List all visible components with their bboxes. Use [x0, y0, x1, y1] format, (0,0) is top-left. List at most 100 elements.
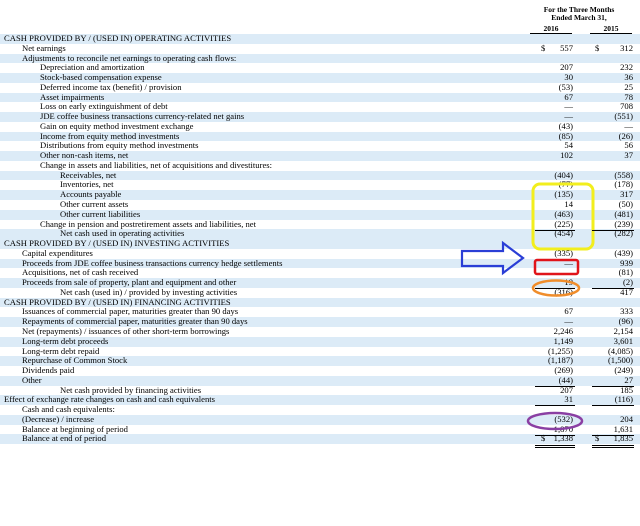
row-label: JDE coffee business transactions currenc… [40, 111, 245, 122]
row-label: Net cash used in operating activities [60, 228, 185, 239]
row-label: Other current liabilities [60, 208, 141, 219]
value-2015: (558) [614, 169, 633, 180]
value-2015: (481) [614, 208, 633, 219]
statement-row: JDE coffee business transactions currenc… [0, 111, 640, 122]
value-2016: (1,255) [547, 345, 573, 356]
statement-row: Balance at end of period $ $1,338 1,835 [0, 433, 640, 445]
value-2016: (44) [558, 374, 573, 385]
currency-dollar-sign: $ [541, 433, 546, 444]
statement-row: Gain on equity method investment exchang… [0, 120, 640, 132]
row-label: Distributions from equity method investm… [40, 140, 199, 151]
statement-row: Deferred income tax (benefit) / provisio… [0, 81, 640, 93]
statement-row: Capital expenditures (335) (439) [0, 247, 640, 259]
subtotal-rule [592, 288, 634, 290]
subtotal-rule [592, 386, 634, 388]
row-label: Issuances of commercial paper, maturitie… [22, 306, 239, 317]
value-2015: (178) [614, 179, 633, 190]
value-2015: (81) [618, 267, 633, 278]
value-2015: (96) [618, 316, 633, 327]
value-2015: 56 [624, 140, 633, 151]
row-label: Repayments of commercial paper, maturiti… [22, 316, 248, 327]
row-label: Cash and cash equivalents: [22, 404, 115, 415]
value-2015: 78 [624, 91, 633, 102]
row-label: Repurchase of Common Stock [22, 355, 128, 366]
row-label: Long-term debt proceeds [22, 335, 109, 346]
subtotal-rule [592, 405, 634, 407]
statement-row: Dividends paid (269) (249) [0, 365, 640, 376]
statement-row: Change in assets and liabilities, net of… [0, 160, 640, 171]
value-2016: 557 [560, 42, 573, 53]
statement-row: CASH PROVIDED BY / (USED IN) FINANCING A… [0, 297, 640, 308]
value-2015: (249) [614, 365, 633, 376]
statement-row: Cash and cash equivalents: [0, 404, 640, 415]
value-2016: — [564, 101, 573, 112]
row-label: Effect of exchange rate changes on cash … [4, 394, 216, 405]
value-2015: 27 [624, 374, 633, 385]
value-2015: 204 [620, 413, 633, 424]
statement-row: Income from equity method investments (85… [0, 130, 640, 142]
value-2015: 1,631 [613, 423, 633, 434]
statement-row: Stock-based compensation expense 30 36 [0, 72, 640, 83]
row-label: (Decrease) / increase [22, 413, 95, 424]
row-label: Deferred income tax (benefit) / provisio… [40, 81, 182, 92]
value-2015: 317 [620, 189, 633, 200]
row-label: Acquisitions, net of cash received [22, 267, 139, 278]
value-2015: (2) [622, 277, 633, 288]
value-2016: (404) [554, 169, 573, 180]
value-2015: 1,835 [613, 433, 633, 444]
value-2015: 417 [620, 286, 633, 297]
period-header-line1: For the Three Months [543, 5, 615, 14]
row-label: Other [22, 374, 42, 385]
row-label: Long-term debt repaid [22, 345, 100, 356]
statement-row: Long-term debt proceeds 1,149 3,601 [0, 335, 640, 347]
currency-dollar-sign: $ [595, 433, 600, 444]
subtotal-rule [535, 229, 575, 231]
statement-row: Repayments of commercial paper, maturiti… [0, 316, 640, 327]
value-2015: 37 [624, 150, 633, 161]
statement-row: Issuances of commercial paper, maturitie… [0, 307, 640, 317]
row-label: Proceeds from sale of property, plant an… [22, 277, 237, 288]
row-label: Capital expenditures [22, 247, 93, 258]
row-label: Accounts payable [60, 189, 122, 200]
value-2015: (439) [614, 247, 633, 258]
year-header-2016: 2016 [543, 24, 559, 33]
value-2015: 232 [620, 62, 633, 73]
subtotal-rule [592, 229, 634, 231]
row-label: Loss on early extinguishment of debt [40, 101, 168, 112]
statement-row: Long-term debt repaid (1,255) (4,085) [0, 345, 640, 357]
double-underline [535, 446, 575, 448]
statement-row: Asset impairments 67 78 [0, 91, 640, 103]
row-label: Proceeds from JDE coffee business transa… [22, 257, 283, 268]
statement-row: Other non-cash items, net 102 37 [0, 150, 640, 161]
value-2016: (85) [558, 130, 573, 141]
period-header-line2: Ended March 31, [551, 13, 607, 22]
value-2015: (239) [614, 218, 633, 229]
value-2016: 67 [564, 306, 573, 317]
subtotal-rule [535, 434, 575, 436]
value-2015: (551) [614, 111, 633, 122]
value-2016: (269) [554, 365, 573, 376]
row-label: Other non-cash items, net [40, 150, 129, 161]
row-label: Net cash provided by financing activitie… [60, 384, 202, 395]
double-underline [592, 446, 634, 448]
row-label: Balance at end of period [22, 433, 106, 444]
statement-row: Receivables, net (404) (558) [0, 169, 640, 181]
value-2016: — [564, 111, 573, 122]
row-label: Inventories, net [60, 179, 114, 190]
row-label: Net earnings [22, 42, 66, 53]
subtotal-rule [592, 434, 634, 436]
row-label: Adjustments to reconcile net earnings to… [22, 52, 237, 63]
value-2015: (116) [614, 394, 633, 405]
value-2015: (50) [618, 199, 633, 210]
statement-row: Net earnings $ $557 312 [0, 42, 640, 54]
value-2016: 2,246 [553, 325, 573, 336]
currency-dollar-sign: $ [541, 42, 546, 53]
value-2016: 207 [560, 384, 573, 395]
statement-row: Effect of exchange rate changes on cash … [0, 394, 640, 406]
value-2016: (53) [558, 81, 573, 92]
value-2016: 1,338 [553, 433, 573, 444]
value-2016: (335) [554, 247, 573, 258]
statement-row: Other (44) 27 [0, 374, 640, 386]
row-label: Dividends paid [22, 365, 75, 376]
value-2016: (43) [558, 120, 573, 131]
